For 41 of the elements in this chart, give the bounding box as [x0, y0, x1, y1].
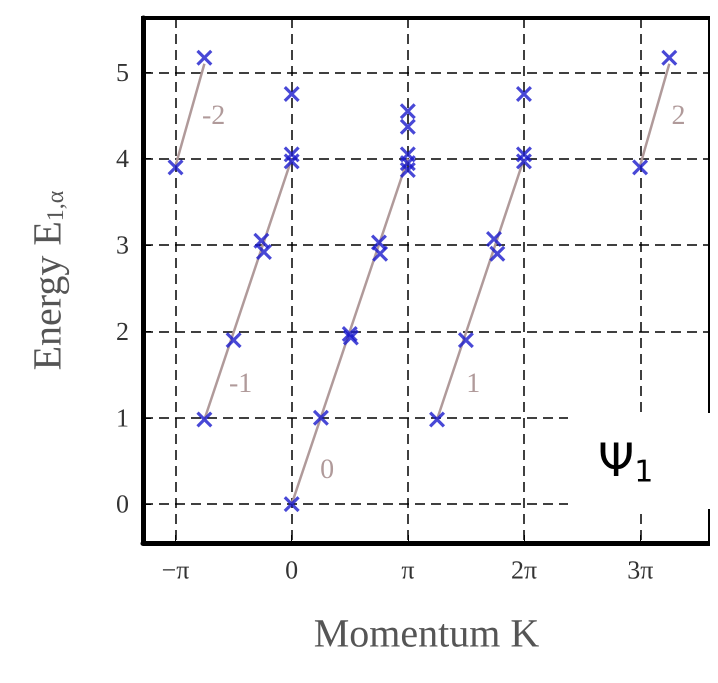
point	[632, 159, 648, 176]
point	[489, 246, 506, 262]
point	[458, 332, 474, 348]
x-tick-label: −π	[162, 556, 190, 584]
point	[400, 103, 416, 120]
y-tick-label: 4	[116, 144, 129, 174]
point	[253, 232, 270, 249]
point	[196, 50, 212, 66]
x-tick-label: 0	[285, 556, 298, 584]
point	[342, 329, 359, 346]
point	[196, 412, 212, 428]
annotation: -2	[202, 100, 226, 132]
point	[372, 246, 388, 262]
x-tick-label: π	[401, 556, 414, 584]
y-tick-label: 1	[116, 403, 129, 432]
x-tick-label: 2π	[511, 556, 538, 584]
point	[226, 332, 242, 348]
y-tick-label: 3	[116, 230, 129, 260]
point	[284, 153, 300, 170]
point	[661, 50, 678, 66]
point	[400, 162, 416, 178]
point	[516, 153, 532, 170]
y-tick-label: 5	[116, 58, 129, 87]
y-tick-label: 2	[116, 316, 129, 346]
point	[284, 86, 300, 102]
x-axis-title: Momentum K	[314, 610, 540, 656]
annotation: -1	[228, 368, 252, 399]
point	[400, 118, 416, 135]
point	[168, 159, 184, 176]
annotation: 2	[672, 100, 686, 132]
point	[256, 244, 272, 260]
point	[284, 496, 300, 512]
point	[312, 410, 329, 426]
point	[486, 231, 502, 248]
point	[429, 412, 446, 428]
y-axis-title: Energy E1,α	[24, 190, 70, 370]
x-tick-label: 3π	[627, 556, 654, 584]
y-tick-label: 0	[116, 490, 129, 519]
annotation: 0	[320, 454, 334, 486]
annotation: 1	[466, 368, 480, 399]
point	[516, 86, 532, 102]
